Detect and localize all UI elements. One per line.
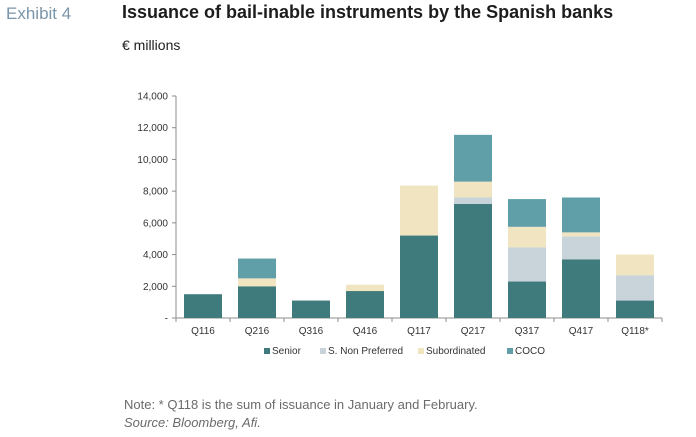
bar-subordinated-q416: [346, 284, 384, 292]
unit-label: € millions: [122, 37, 181, 53]
y-tick-label: 4,000: [143, 250, 168, 261]
legend-swatch: [507, 348, 513, 354]
legend-swatch: [418, 348, 424, 354]
bar-senior-q416: [346, 291, 384, 318]
bar-subordinated-q118: [616, 254, 654, 276]
x-tick-label: Q417: [569, 326, 594, 337]
legend-swatch: [264, 348, 270, 354]
bar-subordinated-q317: [508, 226, 546, 248]
bar-coco-q216: [238, 258, 276, 279]
bar-senior-q417: [562, 259, 600, 318]
y-tick-label: 12,000: [137, 123, 168, 134]
legend-label: COCO: [515, 346, 545, 357]
bar-coco-q217: [454, 134, 492, 182]
x-tick-label: Q316: [299, 326, 324, 337]
legend-label: Subordinated: [426, 346, 486, 357]
bar-s-non-preferred-q217: [454, 197, 492, 204]
bar-coco-q417: [562, 197, 600, 233]
bar-s-non-preferred-q417: [562, 236, 600, 260]
x-tick-label: Q116: [191, 326, 215, 337]
y-tick-label: 8,000: [143, 187, 168, 198]
bar-senior-q217: [454, 203, 492, 318]
legend-swatch: [320, 348, 326, 354]
x-tick-label: Q118*: [621, 326, 649, 337]
x-tick-label: Q317: [515, 326, 540, 337]
bar-subordinated-q216: [238, 278, 276, 287]
y-tick-label: -: [165, 314, 168, 325]
x-tick-label: Q216: [245, 326, 270, 337]
y-tick-label: 14,000: [137, 92, 168, 103]
x-tick-label: Q217: [461, 326, 486, 337]
bar-senior-q317: [508, 281, 546, 318]
bar-senior-q216: [238, 286, 276, 318]
exhibit-label: Exhibit 4: [6, 4, 72, 23]
x-tick-label: Q416: [353, 326, 378, 337]
y-tick-label: 2,000: [143, 282, 168, 293]
bar-s-non-preferred-q118: [616, 275, 654, 301]
bar-coco-q317: [508, 199, 546, 227]
x-tick-label: Q117: [407, 326, 431, 337]
y-tick-label: 10,000: [137, 155, 168, 166]
chart-title: Issuance of bail-inable instruments by t…: [122, 2, 614, 22]
footnote: Note: * Q118 is the sum of issuance in J…: [124, 397, 478, 412]
y-tick-label: 6,000: [143, 218, 168, 229]
bar-s-non-preferred-q317: [508, 247, 546, 282]
bar-senior-q118: [616, 300, 654, 318]
bar-senior-q117: [400, 235, 438, 318]
bar-subordinated-q117: [400, 185, 438, 236]
bar-subordinated-q417: [562, 232, 600, 237]
bar-subordinated-q217: [454, 181, 492, 198]
bar-senior-q316: [292, 300, 330, 318]
legend-label: Senior: [272, 346, 302, 357]
source-note: Source: Bloomberg, Afi.: [124, 415, 261, 430]
bar-senior-q116: [184, 294, 222, 318]
legend-label: S. Non Preferred: [328, 346, 403, 357]
